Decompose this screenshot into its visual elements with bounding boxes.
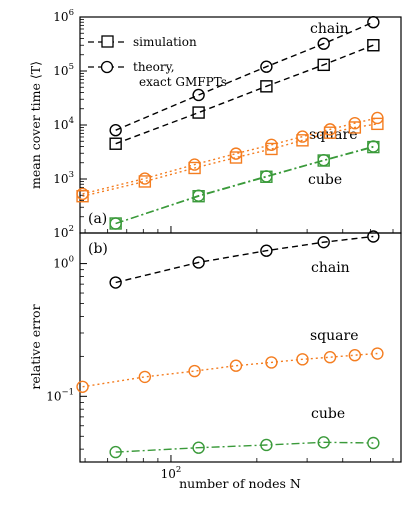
panel-a-square-theory-point-5 — [296, 130, 309, 143]
panel-b-frame — [79, 232, 402, 463]
panel-a-square-simulation-point-4 — [265, 142, 278, 156]
panel-b-chain-point-3 — [317, 235, 330, 249]
annotation-a-cube: cube — [308, 172, 342, 188]
panel-a-ytick-label-0: 102 — [53, 224, 74, 240]
annotation-b-chain: chain — [311, 260, 350, 276]
panel-a-ytick-label-3: 105 — [53, 62, 74, 78]
panel-a-ytick-label-1: 103 — [53, 170, 74, 186]
panel-b-chain-point-0 — [109, 276, 122, 289]
panel-a-label: (a) — [88, 211, 107, 227]
panel-a-chain-simulation-point-4 — [367, 39, 380, 52]
panel-b-cube-point-3 — [317, 436, 330, 449]
panel-b-square-point-5 — [296, 353, 309, 366]
panel-b-label: (b) — [88, 241, 108, 257]
legend-theory-label-2: exact GMFPTs — [139, 75, 227, 89]
annotation-a-chain: chain — [310, 21, 349, 37]
panel-b-chain-point-2 — [260, 244, 273, 257]
panel-b-cube-point-0 — [109, 445, 122, 459]
panel-a-square-simulation-line — [82, 123, 378, 197]
panel-a-square-simulation-point-5 — [296, 134, 309, 147]
panel-a-cube-theory-point-0 — [109, 217, 122, 230]
legend-simulation-marker — [101, 35, 114, 48]
panel-b-cube-line — [115, 441, 374, 453]
panel-a-square-simulation-point-6 — [323, 126, 337, 139]
panel-b-cube-point-1 — [192, 441, 205, 454]
panel-a-chain-simulation-line — [115, 44, 374, 145]
panel-b-ylabel: relative error — [28, 304, 43, 389]
panel-b-ytick-label-1: 100 — [53, 255, 74, 271]
panel-a-square-theory-line — [82, 117, 378, 195]
panel-b-square-point-4 — [265, 356, 278, 369]
panel-a-cube-theory-point-4 — [367, 140, 380, 153]
panel-a-chain-simulation-point-0 — [109, 137, 122, 150]
panel-b-square-point-6 — [323, 351, 337, 364]
panel-b-square-line — [82, 352, 378, 388]
panel-a-square-theory-point-7 — [348, 116, 362, 130]
x-axis-title: number of nodes N — [179, 476, 301, 491]
panel-b-chain-point-1 — [192, 256, 205, 269]
panel-a-square-theory-point-2 — [188, 158, 201, 171]
panel-a-square-simulation-point-8 — [371, 117, 384, 131]
panel-b-square-point-7 — [348, 349, 362, 362]
panel-a-square-theory-point-1 — [138, 172, 152, 185]
panel-b-square-point-2 — [188, 364, 201, 378]
panel-b-chain-line — [115, 235, 374, 284]
panel-a-square-theory-point-8 — [371, 111, 384, 125]
panel-a-chain-simulation-point-3 — [317, 58, 330, 72]
panel-a-square-theory-point-3 — [229, 147, 243, 160]
panel-a-ytick-label-4: 106 — [53, 8, 74, 24]
panel-a-chain-simulation-point-1 — [192, 106, 205, 119]
chart-marks: 102 103 104 105 106 10−1 100 102 — [46, 8, 394, 481]
panel-a-chain-theory-point-4 — [367, 16, 380, 29]
panel-a-square-simulation-point-1 — [138, 175, 152, 188]
panel-a-square-simulation-point-7 — [348, 121, 362, 134]
annotation-b-square: square — [310, 328, 359, 344]
panel-a-square-theory-point-6 — [323, 123, 337, 136]
panel-a-square-theory-point-4 — [265, 138, 278, 151]
annotation-a-square: square — [309, 127, 358, 143]
panel-a-chain-theory-point-0 — [109, 124, 122, 137]
panel-b-cube-point-2 — [260, 438, 273, 452]
panel-a-square-simulation-point-3 — [229, 151, 243, 164]
legend: simulation theory, exact GMFPTs — [88, 35, 227, 89]
panel-a-ylabel: mean cover time ⟨T⟩ — [28, 61, 43, 189]
legend-simulation-label: simulation — [133, 35, 197, 49]
panel-a-chain-theory-point-1 — [192, 88, 205, 102]
annotation-b-cube: cube — [311, 406, 345, 422]
panel-a-cube-theory-point-2 — [260, 170, 273, 183]
panel-a-chain-theory-point-2 — [260, 60, 273, 73]
panel-b-chain-point-4 — [367, 230, 380, 243]
x-tick-label-0: 102 — [161, 465, 182, 481]
panel-b-square-point-8 — [371, 347, 384, 360]
panel-a-chain-theory-line — [115, 21, 374, 131]
panel-a-square-simulation-point-2 — [188, 161, 201, 175]
panel-a-chain-simulation-point-2 — [260, 80, 273, 93]
panel-a-ytick-label-2: 104 — [53, 116, 74, 132]
panel-b-cube-point-4 — [367, 436, 380, 450]
panel-a-square-theory-point-0 — [76, 187, 89, 201]
panel-a-cube-theory-point-3 — [317, 153, 330, 167]
panel-a-chain-theory-point-3 — [317, 37, 330, 50]
panel-b-square-point-3 — [229, 359, 243, 372]
panel-a-cube-theory-point-1 — [192, 189, 205, 202]
panel-b-ytick-label-0: 10−1 — [46, 387, 74, 403]
legend-theory-label: theory, — [133, 60, 175, 74]
panel-b-square-point-1 — [138, 370, 152, 384]
panel-b-square-point-0 — [76, 380, 89, 393]
legend-theory-marker — [100, 60, 114, 74]
